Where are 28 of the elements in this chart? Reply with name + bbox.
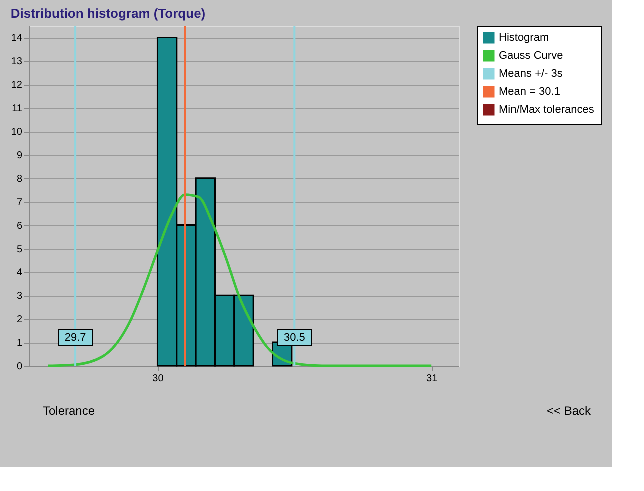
y-tick-label: 9 xyxy=(16,150,23,162)
y-tick-label: 8 xyxy=(16,174,23,185)
y-tick-label: 13 xyxy=(11,56,23,68)
y-tick-label: 4 xyxy=(16,268,23,279)
y-tick-label: 0 xyxy=(16,362,23,372)
x-tick-label: 31 xyxy=(426,374,438,384)
legend-label: Gauss Curve xyxy=(499,50,564,62)
y-tick-label: 11 xyxy=(12,104,23,115)
y-tick-label: 12 xyxy=(11,80,23,92)
text: Tolerance xyxy=(42,404,96,418)
y-tick-label: 10 xyxy=(11,127,23,138)
line-series xyxy=(46,194,433,368)
x-tick-label: 30 xyxy=(152,374,164,384)
y-tick-label: 3 xyxy=(16,291,23,302)
ref-line-label: 30.5 xyxy=(284,332,306,344)
legend-label: Means +/- 3s xyxy=(499,68,564,80)
y-tick-label: 2 xyxy=(16,314,23,326)
y-tick-label: 1 xyxy=(16,338,23,350)
text: << Back xyxy=(546,404,592,418)
legend-label: Histogram xyxy=(499,32,550,44)
legend-label: Mean = 30.1 xyxy=(499,86,560,98)
y-tick-label: 6 xyxy=(16,220,23,232)
legend-label: Min/Max tolerances xyxy=(499,104,595,116)
y-tick-label: 5 xyxy=(16,244,23,256)
y-tick-label: 7 xyxy=(16,197,23,208)
ref-line-label: 29.7 xyxy=(64,332,86,344)
chart-title: Distribution histogram (Torque) xyxy=(10,6,206,21)
y-tick-label: 14 xyxy=(11,33,23,44)
